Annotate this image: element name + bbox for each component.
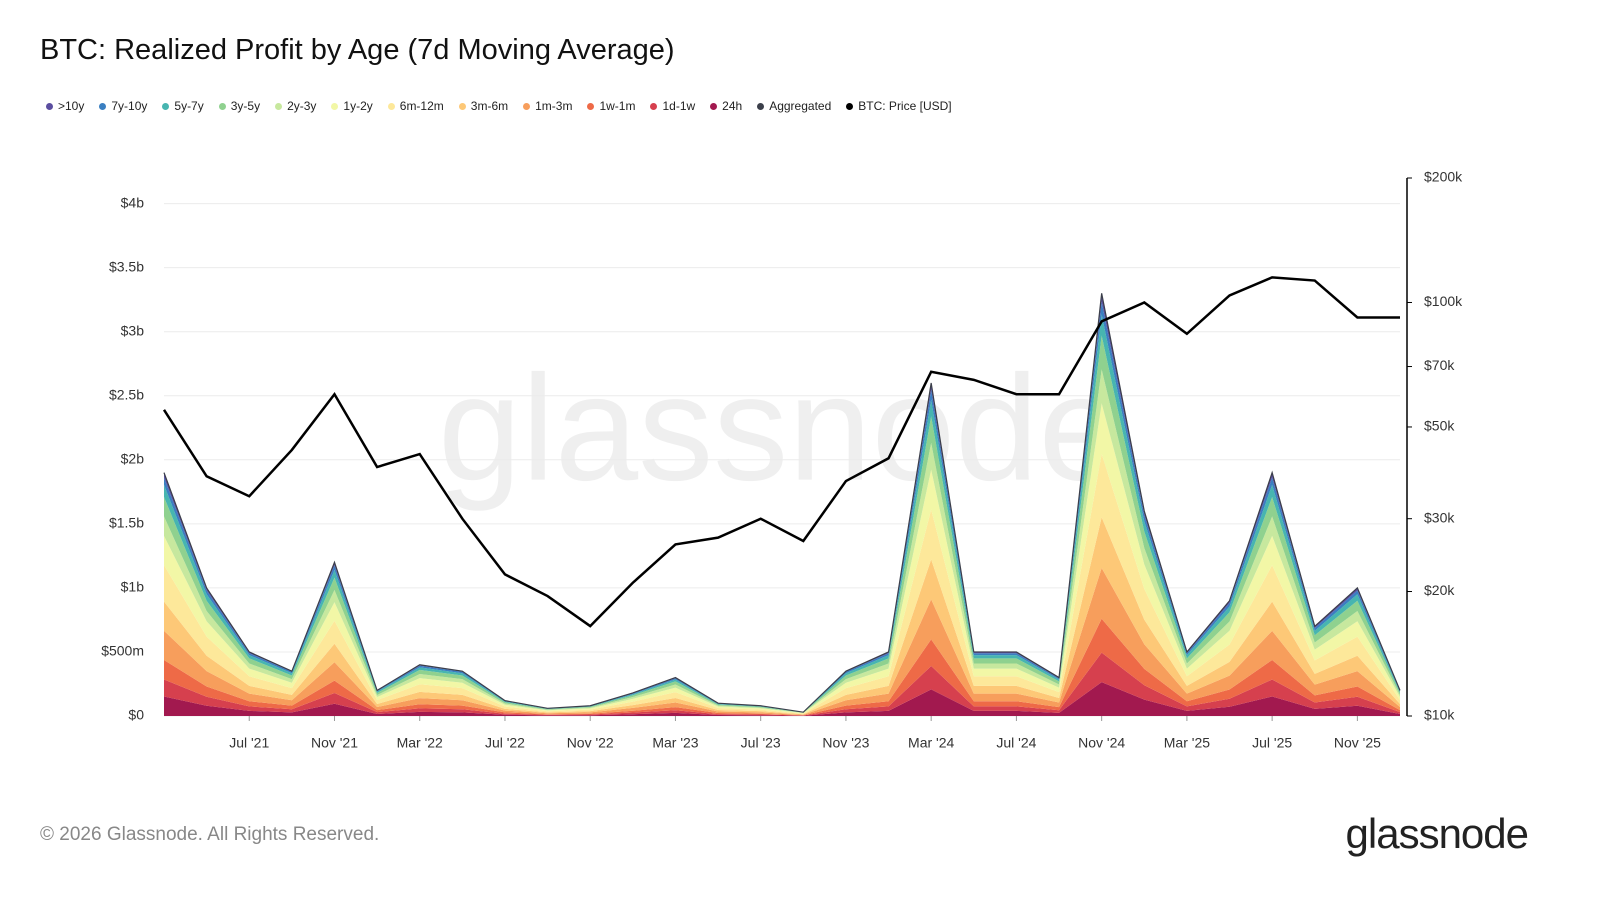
- y-tick-label: $0: [128, 707, 144, 723]
- legend-item[interactable]: 6m-12m: [387, 99, 444, 113]
- legend-label: >10y: [58, 99, 85, 113]
- legend-swatch: [587, 102, 595, 110]
- legend-swatch: [99, 102, 107, 110]
- watermark: glassnode: [438, 344, 1122, 512]
- legend-item[interactable]: >10y: [46, 99, 84, 113]
- y-tick-label: $3.5b: [109, 258, 144, 274]
- logo: glassnode: [1345, 810, 1529, 857]
- aggregated-line: [163, 293, 1401, 713]
- legend: >10y 7y-10y 5y-7y 3y-5y 2y-3y 1y-2y 6m-12m 3m-6…: [46, 99, 952, 113]
- x-tick-label: Nov '23: [822, 735, 869, 751]
- legend-label: 7y-10y: [111, 99, 148, 113]
- legend-item[interactable]: 2y-3y: [275, 99, 316, 113]
- x-tick-label: Jul '24: [996, 735, 1036, 751]
- legend-swatch: [275, 102, 283, 110]
- y-tick-label: $2.5b: [109, 386, 144, 402]
- x-tick-label: Jul '22: [485, 735, 525, 751]
- stacked-area: [164, 301, 1400, 713]
- legend-item[interactable]: 7y-10y: [99, 99, 147, 113]
- legend-label: 6m-12m: [399, 99, 444, 113]
- legend-item[interactable]: BTC: Price [USD]: [846, 99, 952, 113]
- legend-item[interactable]: 3y-5y: [218, 99, 261, 113]
- x-tick-label: Nov '21: [311, 735, 358, 751]
- y2-tick-label: $70k: [1424, 357, 1455, 373]
- legend-swatch: [710, 102, 718, 110]
- footer: © 2026 Glassnode. All Rights Reserved.: [40, 824, 380, 845]
- legend-item[interactable]: 3m-6m: [458, 99, 509, 113]
- stacked-area: [164, 369, 1400, 714]
- y-tick-label: $4b: [121, 194, 145, 210]
- legend-swatch: [846, 102, 854, 110]
- stacked-area: [164, 652, 1400, 716]
- y2-tick-label: $50k: [1424, 418, 1455, 434]
- legend-swatch: [523, 102, 531, 110]
- x-tick-label: Nov '25: [1334, 735, 1381, 751]
- y-tick-label: $3b: [121, 322, 145, 338]
- y-tick-label: $2b: [121, 451, 145, 467]
- x-tick-label: Jul '25: [1252, 735, 1292, 751]
- x-tick-label: Mar '23: [652, 735, 698, 751]
- legend-label: 24h: [722, 99, 743, 113]
- stacked-area: [164, 568, 1400, 716]
- legend-swatch: [218, 102, 226, 110]
- legend-label: 1d-1w: [662, 99, 696, 113]
- x-tick-label: Nov '24: [1078, 735, 1125, 751]
- x-tick-label: Nov '22: [567, 735, 614, 751]
- legend-label: 3y-5y: [230, 99, 261, 113]
- legend-item[interactable]: 5y-7y: [162, 99, 204, 113]
- stacked-area: [164, 682, 1400, 716]
- x-tick-label: Mar '24: [908, 735, 954, 751]
- legend-item[interactable]: Aggregated: [757, 99, 831, 113]
- x-tick-label: Jul '23: [741, 735, 781, 751]
- legend-swatch: [162, 102, 170, 110]
- stacked-area: [164, 453, 1400, 715]
- legend-item[interactable]: 24h: [710, 99, 742, 113]
- legend-item[interactable]: 1m-3m: [523, 99, 572, 113]
- y-tick-label: $1.5b: [109, 515, 144, 531]
- legend-item[interactable]: 1w-1m: [587, 99, 635, 113]
- legend-swatch: [46, 102, 53, 110]
- y2-tick-label: $30k: [1424, 509, 1455, 525]
- legend-swatch: [650, 102, 658, 110]
- price-line: [162, 276, 1400, 628]
- y-tick-label: $500m: [101, 643, 144, 659]
- stacked-area: [164, 314, 1400, 713]
- chart-title: BTC: Realized Profit by Age (7d Moving A…: [40, 34, 675, 66]
- legend-label: 1w-1m: [599, 99, 636, 113]
- legend-swatch: [458, 102, 466, 110]
- y2-tick-label: $200k: [1424, 169, 1463, 185]
- legend-label: 1y-2y: [343, 99, 373, 113]
- legend-label: 5y-7y: [174, 99, 204, 113]
- legend-label: BTC: Price [USD]: [858, 99, 952, 113]
- y-tick-label: $1b: [121, 579, 145, 595]
- stacked-area: [164, 517, 1400, 715]
- legend-swatch: [757, 102, 765, 110]
- legend-label: 3m-6m: [470, 99, 509, 113]
- stacked-area: [164, 335, 1400, 713]
- x-tick-label: Jul '21: [229, 735, 269, 751]
- y2-tick-label: $100k: [1424, 293, 1463, 309]
- legend-label: 2y-3y: [287, 99, 317, 113]
- x-tick-label: Mar '22: [397, 735, 443, 751]
- stacked-area: [164, 403, 1400, 714]
- legend-item[interactable]: 1y-2y: [331, 99, 373, 113]
- legend-swatch: [331, 102, 339, 110]
- legend-label: Aggregated: [769, 99, 832, 113]
- legend-item[interactable]: 1d-1w: [650, 99, 695, 113]
- y2-tick-label: $10k: [1424, 707, 1455, 723]
- x-tick-label: Mar '25: [1164, 735, 1210, 751]
- legend-label: 1m-3m: [535, 99, 573, 113]
- legend-swatch: [387, 102, 395, 110]
- y2-tick-label: $20k: [1424, 582, 1455, 598]
- stacked-area: [164, 618, 1400, 716]
